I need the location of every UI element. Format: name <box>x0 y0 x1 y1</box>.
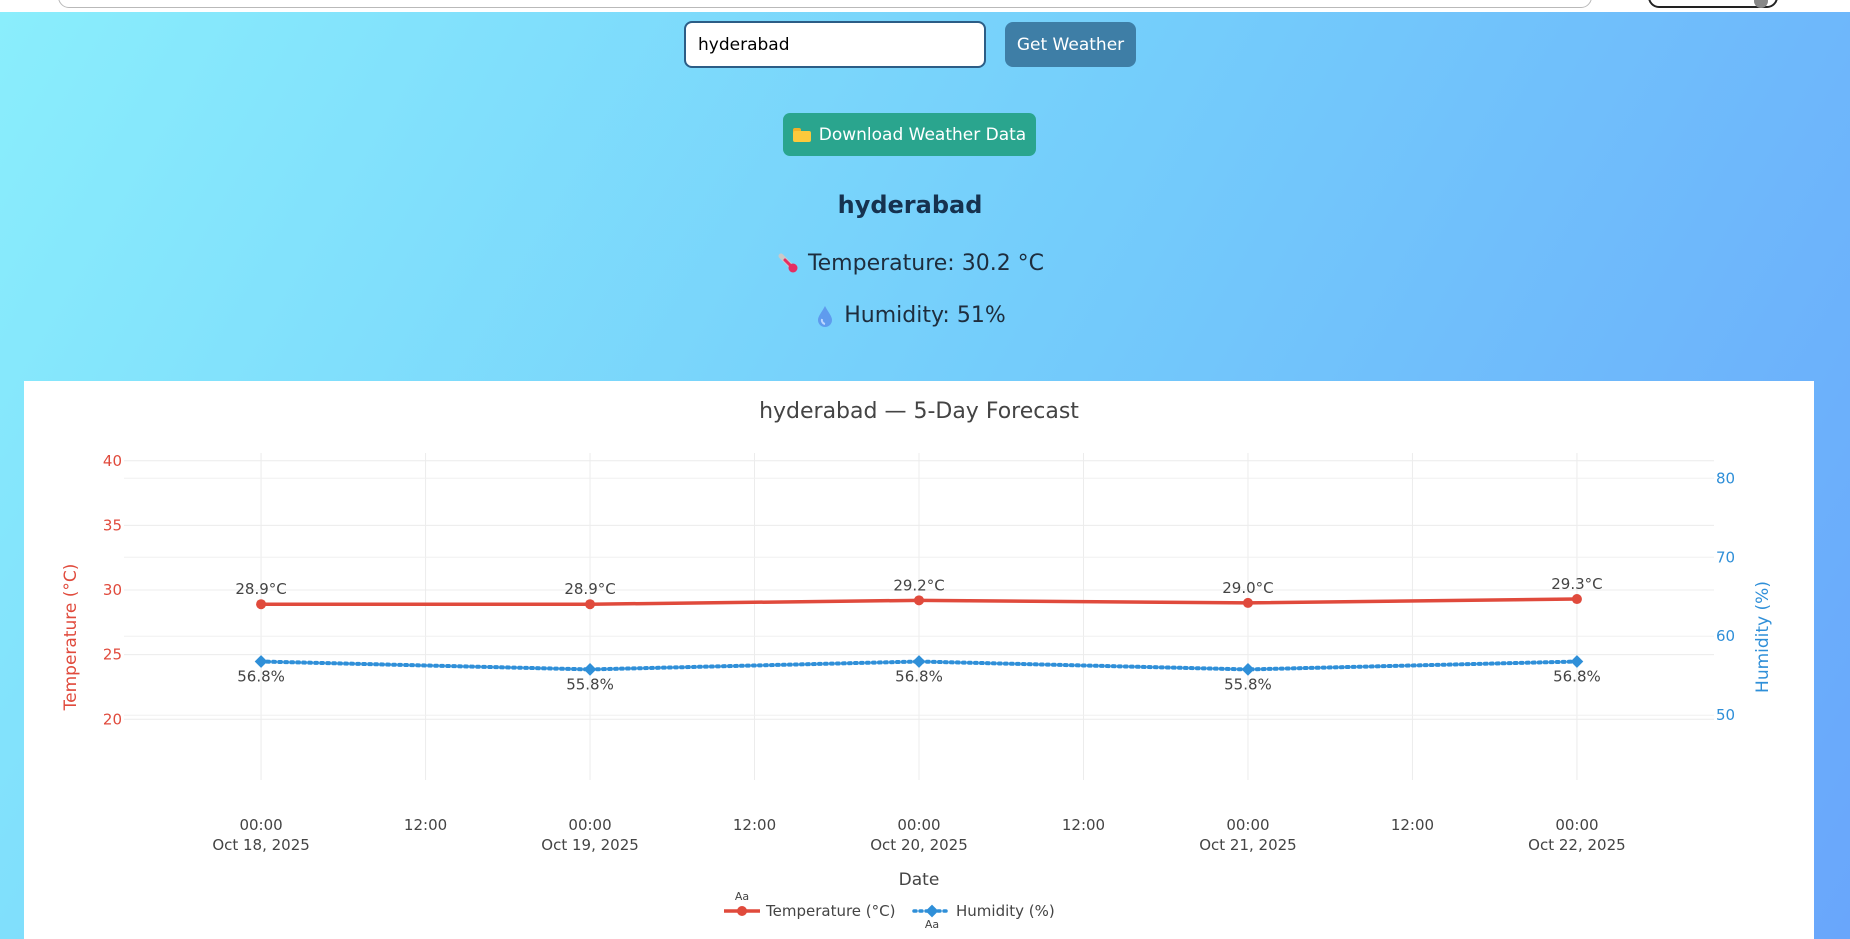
y-tick-label: 30 <box>103 581 122 599</box>
temperature-point <box>585 599 596 610</box>
address-bar[interactable] <box>58 0 1592 8</box>
legend-marker-text: Aa <box>925 918 939 931</box>
temperature-text: Temperature: 30.2 °C <box>807 251 1045 276</box>
humidity-data-label: 55.8% <box>566 675 614 693</box>
folder-icon <box>792 127 811 142</box>
x-tick-date-label: Oct 21, 2025 <box>1199 836 1297 854</box>
temperature-data-label: 29.0°C <box>1222 579 1273 597</box>
x-tick-label: 12:00 <box>1062 816 1105 834</box>
y2-tick-label: 80 <box>1716 469 1735 487</box>
humidity-point <box>1570 655 1584 668</box>
download-weather-data-button[interactable]: Download Weather Data <box>783 113 1036 156</box>
y2-tick-label: 60 <box>1716 627 1735 645</box>
y-axis-title: Temperature (°C) <box>61 564 81 712</box>
y-tick-label: 25 <box>103 646 122 664</box>
temperature-point <box>914 595 924 606</box>
y2-axis-title: Humidity (%) <box>1753 581 1773 693</box>
x-tick-label: 00:00 <box>1226 816 1269 834</box>
x-tick-date-label: Oct 20, 2025 <box>870 836 968 854</box>
toggle-switch[interactable] <box>1648 0 1778 8</box>
y2-tick-label: 50 <box>1716 706 1735 724</box>
droplet-icon <box>818 305 833 327</box>
chart-title: hyderabad — 5-Day Forecast <box>759 399 1079 424</box>
legend-marker-text: Aa <box>735 890 749 903</box>
humidity-data-label: 56.8% <box>895 668 943 686</box>
humidity-point <box>1241 663 1255 676</box>
x-tick-label: 00:00 <box>568 816 611 834</box>
current-temperature: Temperature: 30.2 °C <box>0 251 1820 276</box>
y2-tick-label: 70 <box>1716 548 1735 566</box>
humidity-text: Humidity: 51% <box>844 303 1006 328</box>
legend-temperature-label: Temperature (°C) <box>765 902 895 920</box>
x-tick-date-label: Oct 19, 2025 <box>541 836 639 854</box>
temperature-data-label: 29.3°C <box>1551 575 1602 593</box>
temperature-point <box>1242 597 1253 608</box>
humidity-point <box>912 655 926 668</box>
temperature-data-label: 28.9°C <box>235 580 286 598</box>
humidity-point <box>583 663 597 676</box>
humidity-point <box>254 655 268 668</box>
x-tick-date-label: Oct 18, 2025 <box>212 836 310 854</box>
temperature-data-label: 29.2°C <box>893 576 944 594</box>
x-tick-label: 00:00 <box>239 816 282 834</box>
forecast-chart: 00:00 Oct 18, 2025 12:00 00:00 Oct 19, 2025 1… <box>61 399 1773 931</box>
y-tick-label: 40 <box>103 452 122 470</box>
humidity-data-label: 55.8% <box>1224 675 1272 693</box>
forecast-chart-panel: 00:00 Oct 18, 2025 12:00 00:00 Oct 19, 2025 1… <box>24 381 1814 939</box>
x-tick-label: 12:00 <box>1391 816 1434 834</box>
x-tick-label: 00:00 <box>1555 816 1598 834</box>
get-weather-button[interactable]: Get Weather <box>1005 22 1136 67</box>
humidity-data-label: 56.8% <box>1553 668 1601 686</box>
city-search-input[interactable] <box>684 21 986 68</box>
legend-humidity-marker <box>925 904 939 918</box>
thermometer-icon <box>778 253 798 272</box>
temperature-point <box>1571 594 1582 605</box>
x-tick-label: 12:00 <box>733 816 776 834</box>
humidity-data-label: 56.8% <box>237 668 285 686</box>
download-button-label: Download Weather Data <box>818 124 1027 145</box>
temperature-data-label: 28.9°C <box>564 580 615 598</box>
y-tick-label: 35 <box>103 516 122 534</box>
legend-humidity-label: Humidity (%) <box>956 902 1055 920</box>
x-axis-title: Date <box>899 870 940 890</box>
x-tick-date-label: Oct 22, 2025 <box>1528 836 1626 854</box>
current-humidity: Humidity: 51% <box>0 303 1820 328</box>
city-name: hyderabad <box>837 191 983 219</box>
x-tick-label: 00:00 <box>897 816 940 834</box>
browser-top-strip <box>0 0 1850 12</box>
legend-temperature-marker <box>737 906 747 916</box>
temperature-point <box>256 599 267 610</box>
x-tick-label: 12:00 <box>404 816 447 834</box>
y-tick-label: 20 <box>103 710 122 728</box>
